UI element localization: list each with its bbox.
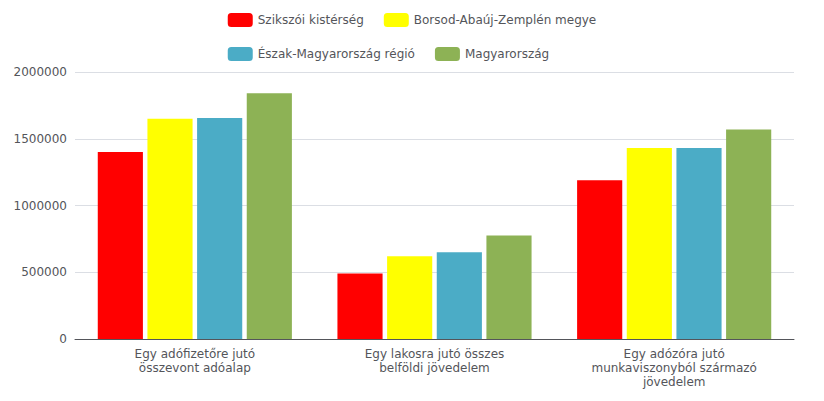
svg-text:munkaviszonyból származó: munkaviszonyból származó <box>591 361 756 375</box>
svg-text:Szikszói kistérség: Szikszói kistérség <box>258 13 364 27</box>
svg-text:összevont adóalap: összevont adóalap <box>139 361 251 375</box>
svg-text:Egy adózóra jutó: Egy adózóra jutó <box>624 347 725 361</box>
svg-text:1500000: 1500000 <box>14 132 67 146</box>
svg-text:belföldi jövedelem: belföldi jövedelem <box>379 361 490 375</box>
svg-text:2000000: 2000000 <box>14 65 67 79</box>
svg-text:Egy adófizetőre jutó: Egy adófizetőre jutó <box>135 347 256 361</box>
svg-text:Borsod-Abaúj-Zemplén megye: Borsod-Abaúj-Zemplén megye <box>414 13 596 27</box>
svg-text:Észak-Magyarország régió: Észak-Magyarország régió <box>258 46 415 61</box>
svg-text:Magyarország: Magyarország <box>465 47 549 61</box>
svg-text:500000: 500000 <box>21 265 67 279</box>
svg-text:1000000: 1000000 <box>14 199 67 213</box>
svg-text:0: 0 <box>59 332 67 346</box>
svg-text:jövedelem: jövedelem <box>642 375 706 389</box>
svg-text:Egy lakosra jutó összes: Egy lakosra jutó összes <box>365 347 505 361</box>
